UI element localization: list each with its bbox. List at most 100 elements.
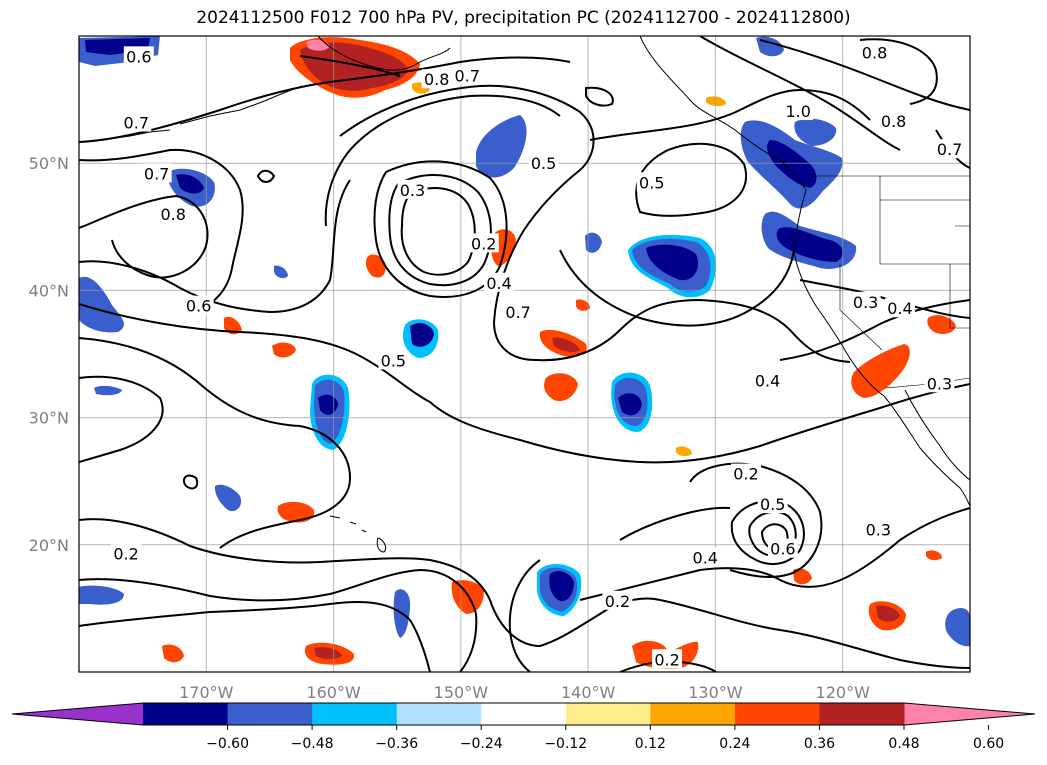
pv-contour-line	[589, 88, 871, 141]
pv-contour-line	[299, 55, 401, 77]
contour-label: 0.3	[866, 521, 891, 540]
contour-label-bg	[183, 295, 214, 315]
contour-label: 1.0	[785, 102, 810, 121]
precip-pos-core	[876, 605, 900, 622]
colorbar-segment	[565, 703, 651, 725]
contour-label-bg	[924, 373, 955, 393]
precip-neg-area	[476, 115, 527, 178]
coastline-gulf-of-california	[904, 389, 970, 481]
colorbar-tick-label: 0.12	[635, 736, 666, 752]
precip-pos-area	[706, 96, 726, 107]
contour-label-bg	[158, 204, 189, 224]
pv-contour-line	[508, 559, 541, 672]
pv-contour-line	[559, 249, 795, 327]
contour-label-bg	[934, 139, 965, 159]
contour-label-bg	[878, 111, 909, 131]
colorbar-segment	[650, 703, 736, 725]
contour-label-bg	[757, 494, 788, 514]
pv-contour-line	[585, 86, 614, 107]
precip-pos-area	[576, 299, 590, 311]
precip-neg-core	[410, 323, 434, 347]
contour-label-bg	[863, 519, 894, 539]
pv-contour-line	[79, 303, 431, 403]
pv-contour-line	[388, 174, 492, 287]
contour-label: 0.4	[486, 274, 511, 293]
contour-label-bg	[421, 69, 452, 89]
precip-pos-area	[162, 644, 184, 663]
longitude-tick-label: 130°W	[688, 683, 743, 702]
pv-contour-line	[79, 148, 244, 311]
pv-contour-line	[339, 84, 595, 361]
contour-label: 0.2	[605, 592, 630, 611]
contour-label-bg	[452, 65, 483, 85]
precip-neg-core	[646, 244, 699, 281]
precip-pos-area	[277, 501, 315, 523]
contour-label: 0.5	[639, 173, 664, 192]
colorbar-outline	[11, 702, 1036, 726]
pv-contour-line	[535, 298, 851, 363]
coastline-baja	[883, 395, 970, 507]
contour-label: 0.8	[862, 44, 887, 63]
precip-pos-area	[851, 344, 910, 398]
contour-label-bg	[690, 547, 721, 567]
pv-contour-line	[79, 56, 571, 143]
colorbar-segment	[734, 703, 820, 725]
contour-label: 0.5	[531, 154, 556, 173]
contour-label: 0.4	[693, 549, 718, 568]
contour-label-bg	[652, 649, 683, 669]
precip-neg-area	[274, 265, 288, 279]
contour-label: 0.4	[887, 299, 912, 318]
colorbar-tick-label: 0.48	[888, 736, 919, 752]
pv-contour-line	[182, 474, 199, 490]
contour-label-bg	[730, 463, 761, 483]
contour-label-bg	[752, 370, 783, 390]
longitude-tick-label: 160°W	[306, 683, 361, 702]
colorbar-tick-label: 0.24	[719, 736, 750, 752]
gridlines	[79, 36, 970, 672]
colorbar-segment	[481, 703, 567, 725]
colorbar-extend-high	[904, 703, 1035, 725]
map-title: 2024112500 F012 700 hPa PV, precipitatio…	[196, 8, 851, 28]
colorbar-tick-label: −0.60	[206, 736, 249, 752]
border-state-lines	[839, 176, 970, 351]
pv-contour-line	[324, 94, 561, 227]
contour-label: 0.2	[471, 234, 496, 253]
latitude-tick-label: 40°N	[29, 281, 69, 300]
coastline-alaska	[317, 36, 451, 71]
contour-label-bg	[111, 543, 142, 563]
colorbar-extend-low	[12, 703, 143, 725]
longitude-tick-label: 150°W	[434, 683, 489, 702]
contour-label-bg	[783, 101, 814, 121]
colorbar-segment	[227, 703, 313, 725]
contour-label-bg	[397, 179, 428, 199]
pv-contour-line	[579, 507, 970, 601]
contour-label: 0.8	[424, 70, 449, 89]
longitude-tick-label: 170°W	[179, 683, 234, 702]
contour-label-bg	[850, 291, 881, 311]
colorbar-tick-label: 0.60	[973, 736, 1004, 752]
precip-pos-area	[272, 342, 296, 358]
precip-neg-core	[176, 174, 204, 194]
coastline-west-coast	[793, 189, 885, 397]
contour-label: 0.5	[760, 495, 785, 514]
contour-label: 0.7	[454, 66, 479, 85]
pv-contour-line	[79, 337, 301, 427]
pv-contour-line	[429, 401, 761, 464]
precip-pos-area	[926, 550, 942, 561]
latitude-tick-label: 50°N	[29, 154, 69, 173]
pv-contour-line	[779, 299, 970, 361]
precip-neg-area	[214, 484, 242, 512]
precip-neg-area	[945, 608, 970, 647]
contour-label-bg	[503, 302, 534, 322]
precip-neg-core	[549, 571, 574, 602]
contour-label: 0.3	[853, 293, 878, 312]
latitude-tick-label: 20°N	[29, 536, 69, 555]
latitude-tick-label: 30°N	[29, 409, 69, 428]
contour-label-bg	[602, 590, 633, 610]
precip-neg-core	[767, 140, 817, 188]
coastline-hawaii	[329, 515, 387, 553]
precip-pos-area	[793, 568, 812, 585]
pv-contour-line	[79, 194, 209, 279]
contour-label: 0.8	[881, 112, 906, 131]
precip-neg-core	[618, 393, 642, 416]
